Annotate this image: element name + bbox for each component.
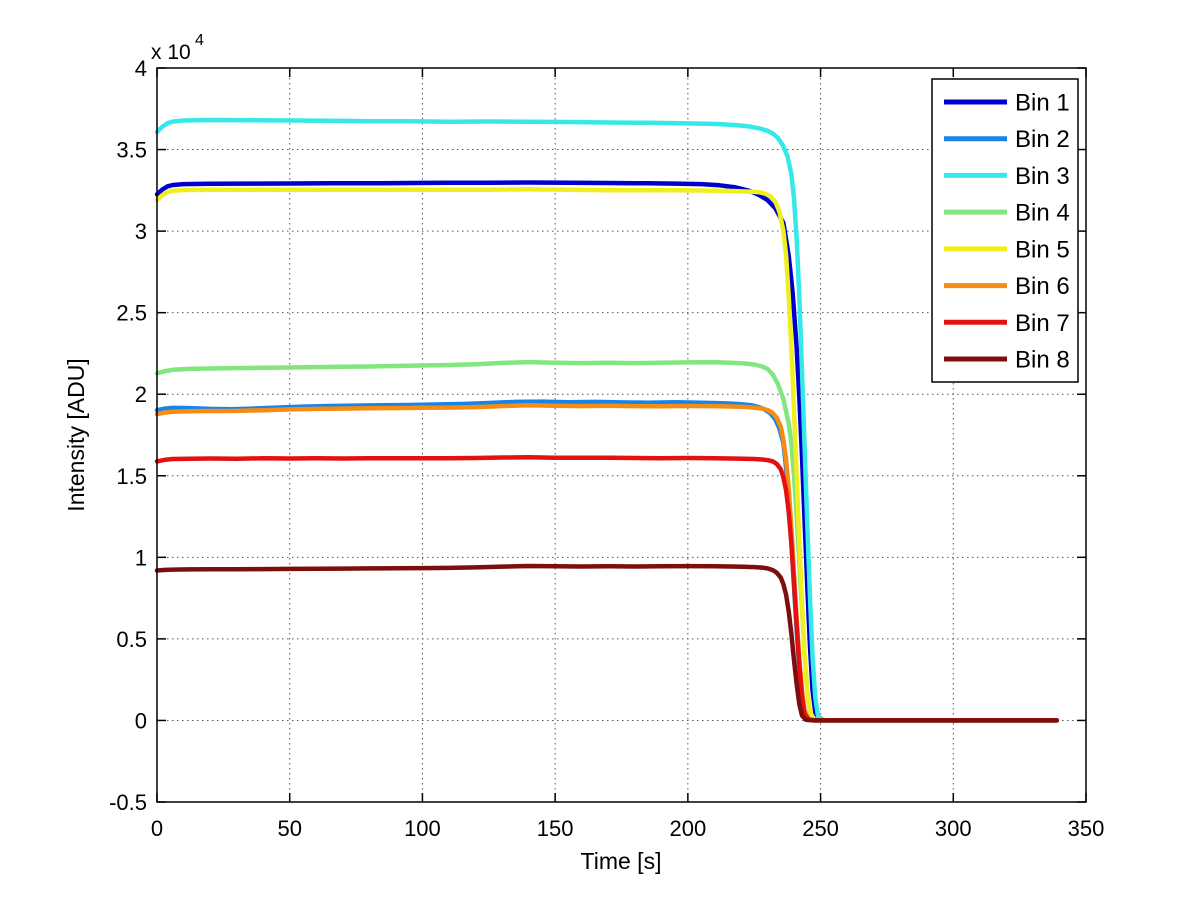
y-tick-label: 4 [135, 56, 147, 81]
y-axis-label: Intensity [ADU] [63, 358, 89, 511]
y-tick-label: 2.5 [116, 301, 147, 326]
axes-box [156, 67, 1087, 803]
legend: Bin 1 Bin 2 Bin 3 Bin 4 Bin 5 Bin 6 Bin 7 Bin 8 [931, 78, 1079, 383]
series-line-bin-7 [154, 455, 1060, 723]
axis-tick-marks [156, 67, 1087, 803]
y-tick-label: 0.5 [116, 627, 147, 652]
y-tick-label: 3.5 [116, 138, 147, 163]
y-tick-label: 3 [135, 219, 147, 244]
series-line-bin-1 [154, 180, 1060, 723]
y-tick-label: -0.5 [109, 790, 147, 815]
x-tick-label: 150 [537, 816, 574, 841]
series-line-bin-4 [154, 359, 1060, 723]
series-line-bin-8 [154, 563, 1060, 723]
legend-label-bin-5: Bin 5 [1015, 236, 1070, 263]
x-tick-label: 200 [669, 816, 706, 841]
x-tick-label: 350 [1068, 816, 1105, 841]
legend-label-bin-4: Bin 4 [1015, 200, 1070, 227]
y-axis-multiplier: x 10 [151, 41, 191, 64]
series-line-bin-3 [154, 117, 1060, 723]
series-line-bin-5 [154, 187, 1060, 723]
series-line-bin-2 [154, 399, 1060, 723]
series-lines [154, 117, 1060, 723]
legend-label-bin-6: Bin 6 [1015, 273, 1070, 300]
y-tick-label: 2 [135, 382, 147, 407]
legend-label-bin-3: Bin 3 [1015, 163, 1070, 190]
x-tick-label: 300 [935, 816, 972, 841]
x-tick-label: 100 [404, 816, 441, 841]
x-tick-label: 0 [151, 816, 163, 841]
y-axis-multiplier-exponent: 4 [195, 32, 204, 49]
y-tick-label: 1 [135, 545, 147, 570]
x-tick-label: 250 [802, 816, 839, 841]
legend-box [931, 78, 1079, 383]
y-tick-label: 1.5 [116, 464, 147, 489]
x-tick-label: 50 [277, 816, 301, 841]
series-line-bin-6 [154, 403, 1060, 723]
legend-label-bin-7: Bin 7 [1015, 310, 1070, 337]
legend-label-bin-8: Bin 8 [1015, 347, 1070, 374]
x-axis-label: Time [s] [581, 848, 662, 874]
legend-label-bin-2: Bin 2 [1015, 126, 1070, 153]
x-tick-labels: 0 50 100 150 200 250 300 350 [151, 816, 1104, 841]
y-tick-label: 0 [135, 708, 147, 733]
y-tick-labels: -0.5 0 0.5 1 1.5 2 2.5 3 3.5 4 [109, 56, 147, 815]
legend-label-bin-1: Bin 1 [1015, 90, 1070, 117]
